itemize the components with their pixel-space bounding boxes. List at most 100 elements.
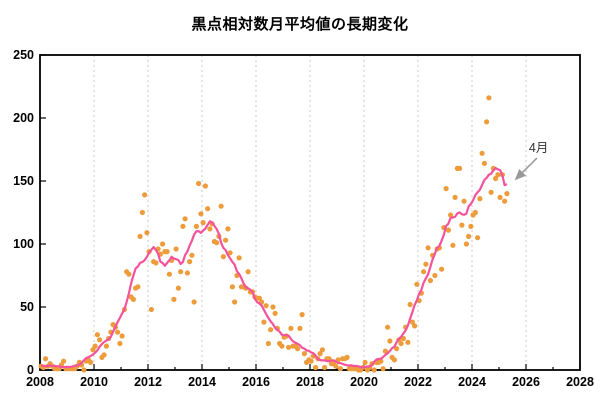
data-point xyxy=(463,241,469,247)
y-tick-label: 100 xyxy=(13,237,34,251)
data-point xyxy=(308,358,314,364)
data-point xyxy=(43,356,49,362)
data-point xyxy=(295,346,301,352)
data-point xyxy=(182,216,188,222)
data-point xyxy=(297,325,303,331)
annotation-arrow xyxy=(514,157,538,181)
data-point xyxy=(229,284,235,290)
data-point xyxy=(184,270,190,276)
x-axis: 2008 2010 2012 2014 2016 2018 2020 2022 2024 2026… xyxy=(26,364,594,389)
data-point xyxy=(153,260,159,266)
data-point xyxy=(175,285,181,291)
data-point xyxy=(223,237,229,243)
data-point xyxy=(423,261,429,267)
data-point xyxy=(488,189,494,195)
y-tick-label: 150 xyxy=(13,174,34,188)
data-point xyxy=(439,266,445,272)
data-point xyxy=(270,304,276,310)
data-point xyxy=(103,343,109,349)
data-point xyxy=(117,340,123,347)
data-point xyxy=(189,252,195,258)
x-tick-label: 2014 xyxy=(188,375,216,389)
monthly-points xyxy=(38,95,510,373)
plot-border xyxy=(39,54,581,371)
data-point xyxy=(160,241,166,247)
data-point xyxy=(452,194,458,200)
data-point xyxy=(272,310,278,316)
x-tick-label: 2028 xyxy=(566,375,594,389)
data-point xyxy=(214,240,220,246)
data-point xyxy=(319,347,325,353)
data-point xyxy=(405,339,411,345)
data-point xyxy=(472,209,478,216)
data-point xyxy=(497,194,503,200)
y-axis: 0 50 100 150 200 250 xyxy=(13,48,46,377)
data-point xyxy=(409,319,415,325)
data-point xyxy=(202,183,208,189)
data-point xyxy=(245,269,251,275)
data-point xyxy=(137,233,143,239)
data-point xyxy=(92,343,98,349)
data-point xyxy=(227,250,233,256)
data-point xyxy=(425,245,431,251)
data-point xyxy=(256,295,262,301)
data-point xyxy=(193,223,199,229)
data-point xyxy=(317,351,323,357)
data-point xyxy=(457,165,463,171)
data-point xyxy=(142,192,148,198)
data-point xyxy=(135,284,141,290)
data-point xyxy=(101,352,107,358)
data-point xyxy=(387,338,393,344)
data-point xyxy=(445,227,451,233)
y-tick-label: 250 xyxy=(13,48,34,62)
smoothed-line xyxy=(40,167,508,369)
x-tick-label: 2020 xyxy=(350,375,378,389)
y-tick-label: 50 xyxy=(20,300,34,314)
data-point xyxy=(261,319,267,325)
data-point xyxy=(119,333,125,339)
data-point xyxy=(164,249,170,255)
data-point xyxy=(427,277,433,284)
annotation-label: 4月 xyxy=(528,141,549,156)
data-point xyxy=(61,358,67,364)
data-point xyxy=(493,175,499,182)
data-point xyxy=(196,180,202,187)
data-point xyxy=(232,299,238,305)
data-point xyxy=(178,269,184,275)
data-point xyxy=(148,306,154,313)
chart-title: 黒点相対数月平均値の長期変化 xyxy=(191,16,409,33)
data-point xyxy=(265,340,271,347)
data-point xyxy=(477,196,483,202)
data-point xyxy=(481,160,487,166)
data-point xyxy=(362,359,368,365)
data-point xyxy=(484,119,490,125)
data-point xyxy=(394,346,400,352)
y-tick-label: 200 xyxy=(13,111,34,125)
data-point xyxy=(380,366,386,372)
x-tick-label: 2010 xyxy=(80,375,108,389)
data-point xyxy=(299,312,305,318)
data-point xyxy=(288,325,294,331)
data-point xyxy=(486,95,492,101)
data-point xyxy=(263,303,269,309)
data-point xyxy=(144,230,150,236)
data-point xyxy=(421,269,427,275)
data-point xyxy=(466,233,472,239)
data-point xyxy=(414,281,420,287)
data-point xyxy=(286,344,292,350)
x-tick-label: 2024 xyxy=(458,375,486,389)
data-point xyxy=(173,246,179,252)
data-point xyxy=(398,340,404,347)
data-point xyxy=(504,191,510,197)
data-point xyxy=(371,367,377,373)
x-tick-label: 2022 xyxy=(404,375,432,389)
data-point xyxy=(225,226,231,232)
data-point xyxy=(220,254,226,260)
data-point xyxy=(459,222,465,228)
data-point xyxy=(171,296,177,302)
data-point xyxy=(97,337,103,343)
data-point xyxy=(412,323,418,329)
data-point xyxy=(448,212,454,218)
x-tick-label: 2016 xyxy=(242,375,270,389)
